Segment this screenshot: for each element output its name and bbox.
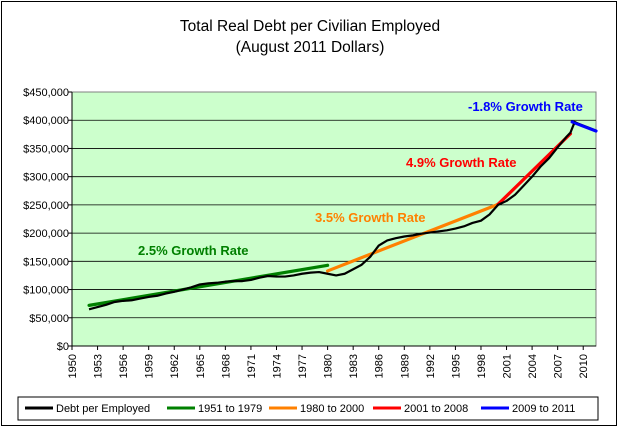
- y-tick-label: $50,000: [29, 313, 69, 325]
- x-tick-label: 1977: [297, 354, 309, 378]
- annotation-3-5-growth: 3.5% Growth Rate: [315, 210, 426, 225]
- y-tick-label: $150,000: [23, 256, 69, 268]
- trend-line-1951-1979: [87, 263, 330, 307]
- x-tick-label: 2001: [502, 354, 514, 378]
- x-tick-label: 1968: [220, 354, 232, 378]
- chart-subtitle: (August 2011 Dollars): [236, 39, 385, 56]
- x-tick-label: 1992: [425, 354, 437, 378]
- annotation-neg-1-8-growth: -1.8% Growth Rate: [468, 99, 583, 114]
- series-line-debt-per-employed: [88, 120, 597, 311]
- legend-label-debt: Debt per Employed: [56, 403, 150, 415]
- legend-label-2009-2011: 2009 to 2011: [512, 403, 575, 415]
- x-tick-label: 1953: [93, 354, 105, 378]
- x-tick-label: 1956: [118, 354, 130, 378]
- x-tick-label: 1974: [271, 354, 283, 378]
- y-tick-label: $200,000: [23, 228, 69, 240]
- y-tick-label: $400,000: [23, 115, 69, 127]
- x-tick-label: 1995: [450, 354, 462, 378]
- x-tick-label: 1965: [195, 354, 207, 378]
- x-tick-label: 1983: [348, 354, 360, 378]
- x-tick-label: 1989: [399, 354, 411, 378]
- legend-label-2001-2008: 2001 to 2008: [404, 403, 468, 415]
- x-tick-label: 1980: [323, 354, 335, 378]
- x-tick-label: 2004: [527, 354, 539, 378]
- y-tick-label: $450,000: [23, 87, 69, 99]
- x-tick-label: 2010: [578, 354, 590, 378]
- legend-label-1980-2000: 1980 to 2000: [300, 403, 364, 415]
- trend-line-1980-2000: [326, 202, 500, 273]
- y-tick-label: $250,000: [23, 200, 69, 212]
- annotation-4-9-growth: 4.9% Growth Rate: [406, 155, 517, 170]
- x-tick-label: 1950: [67, 354, 79, 378]
- legend-label-1951-1979: 1951 to 1979: [198, 403, 262, 415]
- y-tick-label: $350,000: [23, 143, 69, 155]
- y-tick-label: $100,000: [23, 285, 69, 297]
- y-tick-label: $0: [57, 341, 69, 353]
- annotation-2-5-growth: 2.5% Growth Rate: [138, 243, 249, 258]
- x-tick-label: 1986: [374, 354, 386, 378]
- trend-line-2009-2011-overlay: [570, 120, 598, 133]
- chart-title: Total Real Debt per Civilian Employed: [180, 18, 440, 35]
- x-tick-label: 1998: [476, 354, 488, 378]
- legend: Debt per Employed 1951 to 1979 1980 to 2…: [17, 396, 599, 421]
- y-tick-label: $300,000: [23, 172, 69, 184]
- legend-box: [17, 396, 599, 421]
- x-tick-label: 1971: [246, 354, 258, 378]
- plot-area: [71, 91, 597, 347]
- x-tick-label: 1962: [169, 354, 181, 378]
- x-tick-label: 1959: [144, 354, 156, 378]
- x-tick-label: 2007: [553, 354, 565, 378]
